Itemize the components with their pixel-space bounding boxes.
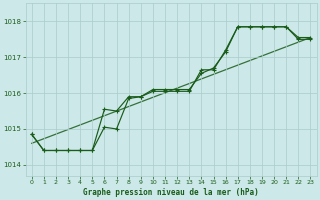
X-axis label: Graphe pression niveau de la mer (hPa): Graphe pression niveau de la mer (hPa) bbox=[83, 188, 259, 197]
